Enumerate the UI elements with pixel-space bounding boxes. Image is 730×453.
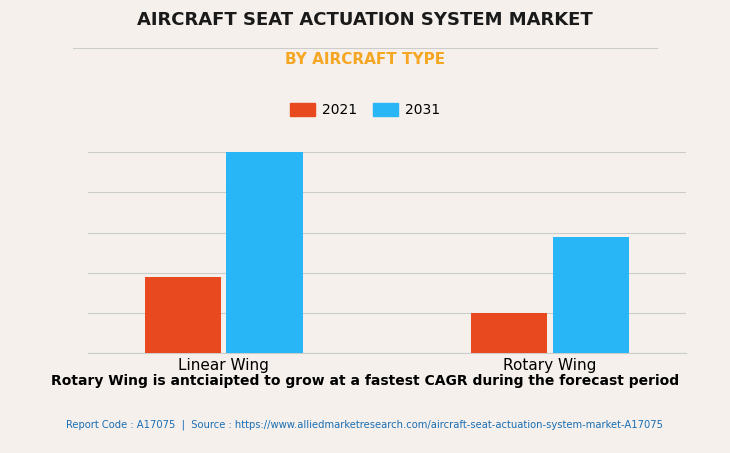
Bar bbox=[472, 313, 548, 353]
Legend: 2021, 2031: 2021, 2031 bbox=[284, 97, 446, 123]
Text: AIRCRAFT SEAT ACTUATION SYSTEM MARKET: AIRCRAFT SEAT ACTUATION SYSTEM MARKET bbox=[137, 11, 593, 29]
Bar bbox=[553, 236, 629, 353]
Bar bbox=[145, 277, 221, 353]
Text: Rotary Wing is antciaipted to grow at a fastest CAGR during the forecast period: Rotary Wing is antciaipted to grow at a … bbox=[51, 374, 679, 388]
Text: BY AIRCRAFT TYPE: BY AIRCRAFT TYPE bbox=[285, 52, 445, 67]
Bar bbox=[226, 152, 302, 353]
Text: Report Code : A17075  |  Source : https://www.alliedmarketresearch.com/aircraft-: Report Code : A17075 | Source : https://… bbox=[66, 419, 664, 429]
